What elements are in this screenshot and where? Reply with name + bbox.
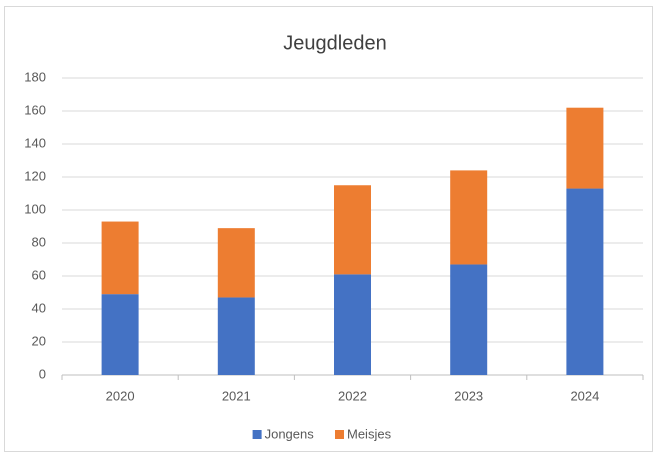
y-tick-label: 40 — [32, 300, 46, 315]
x-tick-label: 2022 — [338, 388, 367, 403]
y-tick-label: 160 — [24, 102, 46, 117]
bar-segment — [101, 294, 139, 375]
bar-segment — [334, 185, 371, 275]
x-tick-label: 2024 — [570, 388, 599, 403]
y-tick-label: 80 — [32, 234, 46, 249]
bar-segment — [450, 264, 488, 375]
bar-segment — [217, 297, 255, 375]
bar-segment — [334, 274, 371, 375]
bar-segment — [101, 221, 139, 295]
bar-segment — [566, 107, 604, 189]
x-tick-label: 2020 — [106, 388, 135, 403]
y-tick-label: 20 — [32, 333, 46, 348]
bar-segment — [566, 188, 604, 375]
legend-label: Jongens — [265, 426, 315, 441]
legend-label: Meisjes — [347, 426, 392, 441]
y-tick-label: 100 — [24, 201, 46, 216]
legend-swatch — [335, 430, 344, 439]
bar-segment — [217, 228, 255, 298]
y-tick-label: 120 — [24, 168, 46, 183]
y-tick-label: 140 — [24, 135, 46, 150]
x-tick-label: 2023 — [454, 388, 483, 403]
y-tick-label: 180 — [24, 69, 46, 84]
y-tick-label: 60 — [32, 267, 46, 282]
y-tick-label: 0 — [39, 366, 46, 381]
legend-swatch — [252, 430, 262, 439]
x-tick-label: 2021 — [222, 388, 251, 403]
chart-title: Jeugdleden — [283, 32, 386, 54]
bar-segment — [450, 170, 488, 265]
